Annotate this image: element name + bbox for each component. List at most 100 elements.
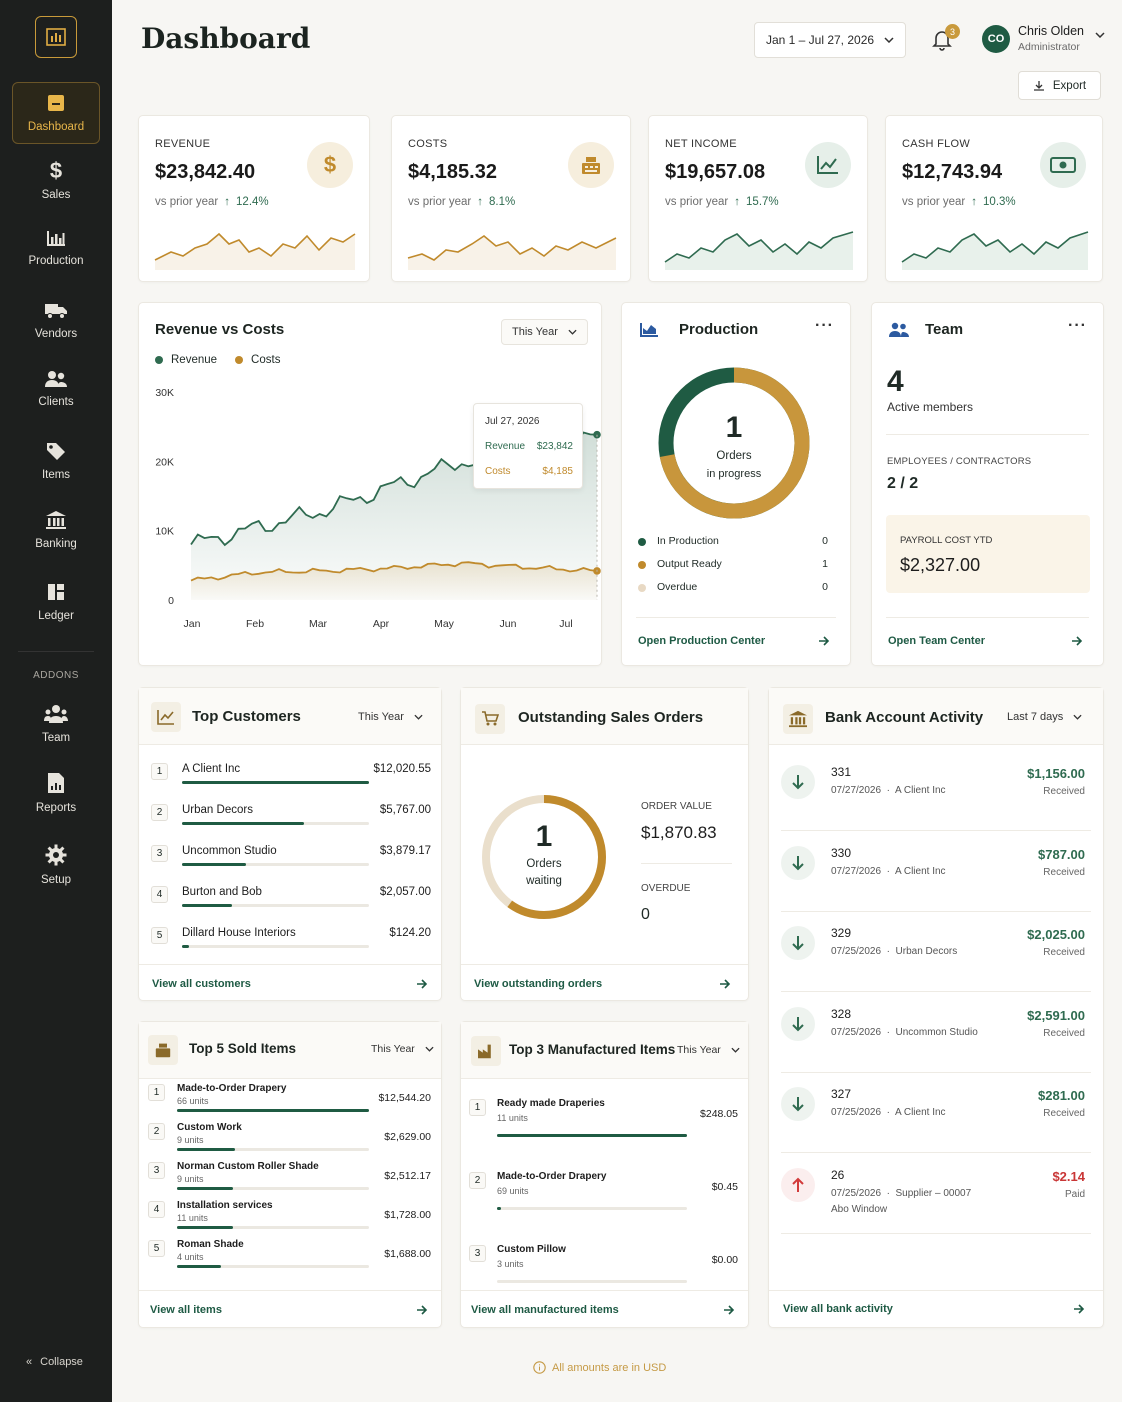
sidebar-item-label: Setup	[40, 874, 72, 886]
transaction-party: A Client Inc	[894, 1107, 946, 1118]
more-icon[interactable]: ···	[1068, 317, 1087, 334]
transaction-status: Received	[1043, 1027, 1085, 1039]
tooltip-revenue-value: $23,842	[536, 441, 573, 452]
table-row[interactable]: 3 Custom Pillow 3 units $0.00	[461, 1244, 750, 1304]
top-customers-card: Top Customers This Year 1 A Client Inc $12…	[138, 687, 442, 1001]
date-range-picker[interactable]: Jan 1 – Jul 27, 2026	[754, 22, 906, 58]
period-dropdown[interactable]: Last 7 days	[1007, 711, 1082, 723]
arrow-right-icon[interactable]	[416, 979, 428, 989]
chevron-down-icon	[425, 1046, 434, 1052]
app-logo-icon[interactable]	[35, 16, 77, 58]
arrow-right-icon[interactable]	[1073, 1304, 1085, 1314]
sidebar-item-banking[interactable]: Banking	[12, 499, 100, 561]
table-row[interactable]: 2 Urban Decors $5,767.00	[139, 804, 443, 844]
payroll-value: $2,327.00	[900, 555, 981, 575]
view-all-items-link[interactable]: View all items	[150, 1304, 222, 1316]
y-tick-label: 30K	[155, 387, 174, 399]
orders-count-label: Orders	[526, 858, 562, 870]
bar-chart-icon	[47, 231, 65, 246]
sidebar-item-setup[interactable]: Setup	[12, 834, 100, 896]
open-team-center-link[interactable]: Open Team Center	[888, 635, 985, 647]
period-dropdown[interactable]: This Year	[358, 711, 423, 723]
customer-value: $5,767.00	[379, 804, 431, 816]
arrow-right-icon[interactable]	[818, 636, 830, 646]
sidebar-item-ledger[interactable]: Ledger	[12, 571, 100, 633]
bank-transaction-row[interactable]: 331 07/27/2026 · A Client Inc $1,156.00 Rec…	[781, 751, 1091, 831]
export-button[interactable]: Export	[1018, 71, 1101, 100]
series-line-costs	[190, 561, 598, 582]
user-name[interactable]: Chris Olden	[1018, 24, 1084, 38]
divider	[461, 1290, 748, 1291]
table-row[interactable]: 3 Uncommon Studio $3,879.17	[139, 845, 443, 885]
progress-fill	[177, 1265, 222, 1268]
table-row[interactable]: 2 Custom Work 9 units $2,629.00	[139, 1122, 443, 1160]
x-tick-label: Feb	[246, 618, 264, 630]
period-label: Last 7 days	[1007, 711, 1064, 723]
table-row[interactable]: 4 Installation services 11 units $1,728.00	[139, 1200, 443, 1238]
separator: ·	[881, 1026, 896, 1038]
sidebar-item-team[interactable]: Team	[12, 693, 100, 755]
chevron-down-icon[interactable]	[1095, 32, 1105, 38]
item-value: $0.00	[711, 1254, 738, 1266]
bank-transaction-row[interactable]: 327 07/25/2026 · A Client Inc $281.00 Recei…	[781, 1073, 1091, 1153]
sidebar-item-items[interactable]: Items	[12, 430, 100, 492]
sidebar-item-reports[interactable]: Reports	[12, 762, 100, 824]
trend-icon	[805, 142, 851, 188]
open-production-center-link[interactable]: Open Production Center	[638, 635, 766, 647]
overdue-label: OVERDUE	[641, 883, 691, 894]
arrow-right-icon[interactable]	[719, 979, 731, 989]
kpi-value: $4,185.32	[408, 161, 497, 183]
revenue-sparkline	[154, 232, 356, 270]
arrow-right-icon[interactable]	[416, 1305, 428, 1315]
chart-tooltip: Jul 27, 2026 Revenue $23,842 Costs $4,18…	[473, 403, 583, 489]
more-icon[interactable]: ···	[815, 317, 834, 334]
item-name: Custom Work	[177, 1122, 242, 1133]
transaction-meta: 07/25/2026 · Urban Decors	[831, 946, 957, 957]
section-header	[461, 688, 748, 745]
view-all-bank-activity-link[interactable]: View all bank activity	[783, 1303, 893, 1315]
avatar[interactable]: CO	[982, 25, 1010, 53]
bank-transaction-row[interactable]: 26 07/25/2026 · Supplier – 00007 Abo Windo…	[781, 1154, 1091, 1234]
table-row[interactable]: 3 Norman Custom Roller Shade 9 units $2,512…	[139, 1161, 443, 1199]
bank-transaction-row[interactable]: 328 07/25/2026 · Uncommon Studio $2,591.00…	[781, 993, 1091, 1073]
arrow-right-icon[interactable]	[1071, 636, 1083, 646]
progress-fill	[177, 1226, 233, 1229]
transaction-meta: 07/27/2026 · A Client Inc	[831, 785, 946, 796]
transaction-date: 07/25/2026	[831, 1107, 882, 1118]
transaction-date: 07/27/2026	[831, 865, 882, 877]
collapse-button[interactable]: « Collapse	[26, 1356, 83, 1368]
period-dropdown[interactable]: This Year	[371, 1043, 434, 1055]
table-row[interactable]: 4 Burton and Bob $2,057.00	[139, 886, 443, 926]
bank-transaction-row[interactable]: 329 07/25/2026 · Urban Decors $2,025.00 Rec…	[781, 912, 1091, 992]
transaction-party: A Client Inc	[894, 865, 946, 877]
item-name: Made-to-Order Drapery	[177, 1083, 287, 1094]
orders-count-sublabel: waiting	[526, 875, 562, 887]
sidebar-item-sales[interactable]: $ Sales	[12, 150, 100, 212]
arrow-down-icon	[781, 845, 815, 880]
view-all-manufactured-items-link[interactable]: View all manufactured items	[471, 1304, 619, 1316]
orders-count: 1	[535, 820, 553, 853]
period-dropdown[interactable]: This Year	[677, 1044, 740, 1056]
sidebar-item-clients[interactable]: Clients	[12, 358, 100, 420]
bank-transaction-row[interactable]: 330 07/27/2026 · A Client Inc $787.00 Recei…	[781, 832, 1091, 912]
table-row[interactable]: 1 A Client Inc $12,020.55	[139, 763, 443, 803]
customer-name: Dillard House Interiors	[182, 927, 296, 939]
sidebar-item-dashboard[interactable]: Dashboard	[12, 82, 100, 144]
sidebar-item-production[interactable]: Production	[12, 217, 100, 279]
customer-value: $12,020.55	[373, 763, 431, 775]
table-row[interactable]: 5 Roman Shade 4 units $1,688.00	[139, 1239, 443, 1277]
table-row[interactable]: 1 Ready made Draperies 11 units $248.05	[461, 1098, 750, 1158]
table-row[interactable]: 5 Dillard House Interiors $124.20	[139, 927, 443, 967]
transaction-number: 26	[831, 1167, 845, 1182]
period-dropdown[interactable]: This Year	[501, 319, 588, 345]
sidebar-item-vendors[interactable]: Vendors	[12, 290, 100, 352]
bell-icon[interactable]	[930, 27, 954, 51]
view-all-customers-link[interactable]: View all customers	[152, 978, 251, 990]
arrow-right-icon[interactable]	[723, 1305, 735, 1315]
progress-track	[177, 1265, 369, 1268]
production-title: Production	[679, 321, 759, 338]
view-outstanding-orders-link[interactable]: View outstanding orders	[474, 978, 603, 990]
table-row[interactable]: 2 Made-to-Order Drapery 69 units $0.45	[461, 1171, 750, 1231]
table-row[interactable]: 1 Made-to-Order Drapery 66 units $12,544.20	[139, 1083, 443, 1121]
chevron-down-icon	[1073, 714, 1082, 720]
